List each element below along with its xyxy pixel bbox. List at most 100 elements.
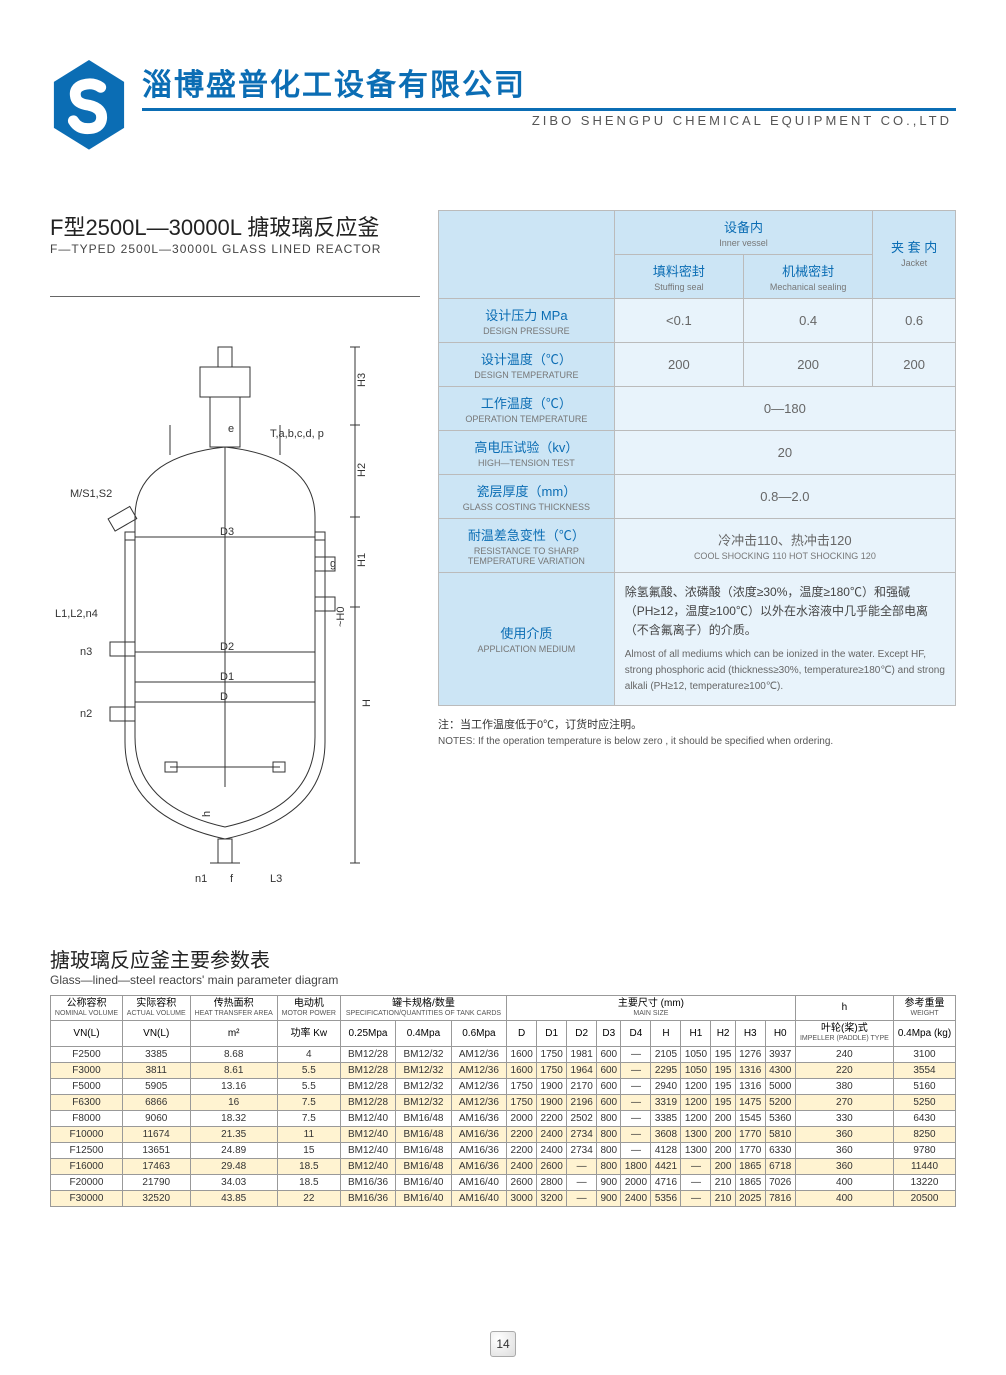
param-header-cn: 传热面积	[214, 998, 254, 1009]
table-cell: —	[621, 1062, 651, 1078]
spec-row-label-en: DESIGN PRESSURE	[447, 326, 606, 336]
table-cell: 1800	[621, 1158, 651, 1174]
table-cell: BM12/32	[396, 1046, 451, 1062]
table-row: F250033858.684BM12/28BM12/32AM12/3616001…	[51, 1046, 956, 1062]
table-cell: 21.35	[190, 1126, 277, 1142]
table-cell: 11440	[894, 1158, 956, 1174]
table-cell: BM12/32	[396, 1094, 451, 1110]
table-cell: 5810	[765, 1126, 795, 1142]
table-cell: AM12/36	[451, 1094, 506, 1110]
table-cell: 7.5	[277, 1110, 340, 1126]
table-cell: 1750	[537, 1062, 567, 1078]
table-cell: —	[567, 1158, 597, 1174]
param-header-en: NOMINAL VOLUME	[54, 1010, 119, 1018]
spec-row-label-cn: 设计压力 MPa	[447, 305, 606, 324]
table-cell: 32520	[122, 1190, 190, 1206]
svg-text:L3: L3	[270, 873, 282, 885]
spec-row-value: 20	[614, 431, 955, 475]
table-cell: 1865	[735, 1158, 765, 1174]
svg-text:D: D	[220, 691, 228, 703]
table-cell: —	[621, 1094, 651, 1110]
table-cell: 8.68	[190, 1046, 277, 1062]
spec-medium-label-en: APPLICATION MEDIUM	[447, 644, 606, 654]
table-cell: 18.5	[277, 1158, 340, 1174]
spec-row-value: 0.6	[873, 299, 956, 343]
page: 淄博盛普化工设备有限公司 ZIBO SHENGPU CHEMICAL EQUIP…	[0, 0, 1006, 1375]
table-cell: —	[621, 1046, 651, 1062]
table-cell: AM16/36	[451, 1158, 506, 1174]
table-cell: 330	[795, 1110, 893, 1126]
table-cell: 220	[795, 1062, 893, 1078]
table-cell: —	[621, 1126, 651, 1142]
param-header-cn: 0.4Mpa	[407, 1028, 440, 1039]
svg-text:D3: D3	[220, 526, 234, 538]
param-header-cn: h	[842, 1002, 848, 1013]
param-header-cn: 参考重量	[905, 998, 945, 1009]
table-cell: 195	[711, 1094, 735, 1110]
table-cell: 400	[795, 1190, 893, 1206]
spec-row-label-en: RESISTANCE TO SHARP TEMPERATURE VARIATIO…	[447, 546, 606, 566]
table-cell: 16	[190, 1094, 277, 1110]
table-cell: 1600	[507, 1046, 537, 1062]
svg-text:H: H	[361, 699, 373, 707]
param-header-en: WEIGHT	[897, 1010, 952, 1018]
table-cell: 1770	[735, 1126, 765, 1142]
table-cell: 2400	[537, 1142, 567, 1158]
table-cell: 9780	[894, 1142, 956, 1158]
param-header-cn: m²	[228, 1028, 240, 1039]
table-cell: AM16/36	[451, 1142, 506, 1158]
table-row: F300003252043.8522BM16/36BM16/40AM16/403…	[51, 1190, 956, 1206]
table-cell: AM12/36	[451, 1046, 506, 1062]
table-cell: 5360	[765, 1110, 795, 1126]
table-cell: 800	[597, 1126, 621, 1142]
table-cell: —	[621, 1142, 651, 1158]
table-cell: 1545	[735, 1110, 765, 1126]
table-cell: BM12/28	[340, 1094, 395, 1110]
spec-note-cn: 注：当工作温度低于0℃，订货时应注明。	[438, 716, 956, 732]
param-table: 公称容积NOMINAL VOLUME实际容积ACTUAL VOLUME传热面积H…	[50, 995, 956, 1207]
table-cell: 2600	[537, 1158, 567, 1174]
table-cell: 5160	[894, 1078, 956, 1094]
diagram-svg: M/S1,S2 e T,a,b,c,d, p L1,L2,n4 n3 n2 n1…	[50, 307, 420, 907]
company-logo	[50, 60, 128, 150]
company-name-en: ZIBO SHENGPU CHEMICAL EQUIPMENT CO.,LTD	[142, 113, 956, 128]
table-cell: 6718	[765, 1158, 795, 1174]
table-cell: 2000	[507, 1110, 537, 1126]
table-cell: 21790	[122, 1174, 190, 1190]
table-cell: BM16/48	[396, 1142, 451, 1158]
page-number: 14	[490, 1331, 516, 1357]
svg-text:e: e	[228, 423, 234, 435]
svg-text:D2: D2	[220, 641, 234, 653]
reactor-diagram: M/S1,S2 e T,a,b,c,d, p L1,L2,n4 n3 n2 n1…	[50, 296, 420, 916]
table-cell: BM12/40	[340, 1142, 395, 1158]
spec-row-label-en: OPERATION TEMPERATURE	[447, 414, 606, 424]
param-header-cn: H0	[774, 1028, 787, 1039]
param-header-cn: D	[518, 1028, 525, 1039]
param-header-en: MAIN SIZE	[510, 1010, 792, 1018]
title-en: F—TYPED 2500L—30000L GLASS LINED REACTOR	[50, 242, 420, 256]
svg-text:H2: H2	[356, 462, 368, 476]
table-cell: —	[621, 1110, 651, 1126]
table-cell: 20500	[894, 1190, 956, 1206]
svg-text:H1: H1	[356, 552, 368, 566]
table-cell: 2025	[735, 1190, 765, 1206]
page-header: 淄博盛普化工设备有限公司 ZIBO SHENGPU CHEMICAL EQUIP…	[50, 60, 956, 150]
table-cell: 15	[277, 1142, 340, 1158]
table-cell: 5356	[651, 1190, 681, 1206]
table-row: F5000590513.165.5BM12/28BM12/32AM12/3617…	[51, 1078, 956, 1094]
table-cell: 5905	[122, 1078, 190, 1094]
table-cell: 5.5	[277, 1078, 340, 1094]
svg-text:T,a,b,c,d, p: T,a,b,c,d, p	[270, 428, 324, 440]
spec-row-label-cn: 瓷层厚度（mm）	[447, 481, 606, 500]
table-cell: 1900	[537, 1078, 567, 1094]
title-block: F型2500L—30000L 搪玻璃反应釜 F—TYPED 2500L—3000…	[50, 210, 420, 256]
table-cell: 3200	[537, 1190, 567, 1206]
table-cell: F12500	[51, 1142, 123, 1158]
table-cell: 900	[597, 1174, 621, 1190]
header-text: 淄博盛普化工设备有限公司 ZIBO SHENGPU CHEMICAL EQUIP…	[142, 60, 956, 128]
table-cell: 2295	[651, 1062, 681, 1078]
table-cell: 1050	[681, 1062, 711, 1078]
table-cell: AM16/40	[451, 1174, 506, 1190]
table-cell: 3554	[894, 1062, 956, 1078]
table-cell: 2196	[567, 1094, 597, 1110]
